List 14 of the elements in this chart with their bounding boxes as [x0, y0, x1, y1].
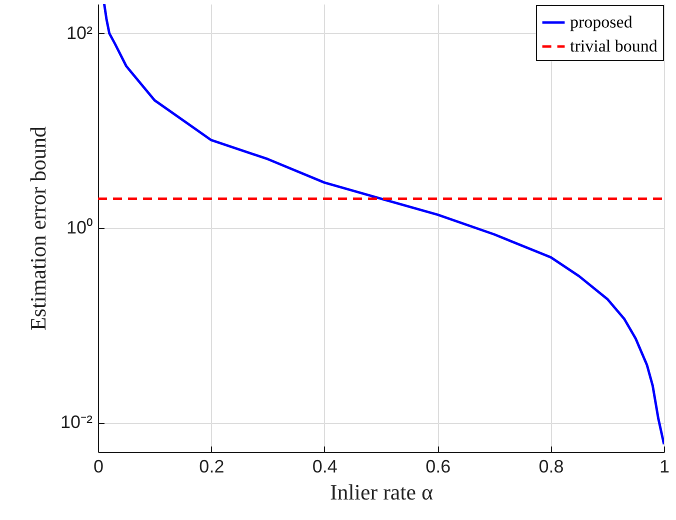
- line-series: [102, 4, 664, 446]
- x-tick-label: 0.2: [199, 456, 224, 476]
- y-axis-title: Estimation error bound: [25, 126, 50, 331]
- x-tick-label: 0: [93, 456, 104, 476]
- y-tick-label: 10²: [66, 22, 93, 43]
- legend-label: trivial bound: [570, 36, 658, 56]
- x-tick-label: 0.6: [426, 456, 451, 476]
- y-tick-label: 10⁰: [66, 218, 92, 238]
- x-tick-label: 0.4: [312, 456, 338, 476]
- legend-label: proposed: [570, 12, 633, 32]
- y-tick-label: 10⁻²: [60, 412, 93, 432]
- x-tick-label: 1: [659, 456, 670, 476]
- x-axis-title: Inlier rate α: [330, 480, 434, 504]
- x-tick-label: 0.8: [538, 456, 564, 476]
